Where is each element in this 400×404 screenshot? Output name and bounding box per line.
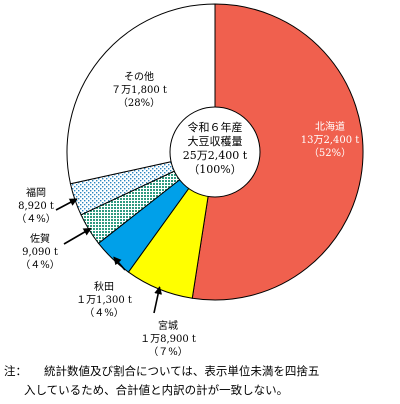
slice-label-2-line-2: （４%） (84, 307, 124, 319)
footnote-text-1: 統計数値及び割合については、表示単位未満を四捨五 (44, 364, 320, 378)
slice-label-4-line-1: 8,920 t (18, 201, 54, 212)
slice-label-1-line-1: １万8,900 t (140, 334, 196, 345)
slice-labels: 北海道 13万2,400 t（52%） 宮城 １万8,900 t（７%） 秋田 １万1,3… (16, 70, 359, 358)
center-label-line-1: 大豆収穫量 (188, 134, 243, 148)
slice-label-0-line-0: 北海道 (315, 120, 345, 133)
footnote-head: 注： (4, 364, 27, 378)
slice-label-5-line-0: その他 (124, 70, 154, 83)
slice-label-0-line-2: （52%） (309, 147, 351, 159)
center-label-line-3: （100%） (188, 163, 241, 176)
footnote-line-1: 注： 統計数値及び割合については、表示単位未満を四捨五 (4, 362, 398, 381)
slice-label-3-line-0: 佐賀 (30, 233, 50, 245)
slice-label-0-line-1: 13万2,400 t (301, 135, 360, 146)
slice-label-5-line-1: ７万1,800 t (111, 85, 167, 96)
center-label-line-0: 令和６年産 (188, 120, 243, 134)
slice-label-3-line-2: （４%） (20, 259, 60, 271)
slice-label-4-line-2: （４%） (16, 213, 56, 225)
label-arrow-4 (55, 198, 78, 211)
slice-label-1-line-0: 宮城 (158, 319, 178, 332)
footnote-line-2: 入しているため、合計値と内訳の計が一致しない。 (24, 383, 289, 397)
slice-label-2-line-0: 秋田 (94, 280, 114, 293)
pie-slice-0 (191, 3, 364, 301)
slice-label-2-line-1: １万1,300 t (76, 295, 132, 306)
slice-label-4-line-0: 福岡 (26, 186, 46, 199)
label-arrow-1 (153, 286, 163, 314)
slice-label-3-line-1: 9,090 t (22, 247, 58, 258)
label-arrow-3 (63, 227, 92, 245)
label-arrows (55, 198, 163, 314)
footnote: 注： 統計数値及び割合については、表示単位未満を四捨五 入しているため、合計値と内… (4, 362, 398, 400)
label-arrow-2 (113, 256, 126, 271)
donut-hole (169, 106, 261, 198)
center-label-line-2: 25万2,400 t (183, 149, 248, 162)
slice-label-1-line-2: （７%） (148, 346, 188, 358)
slice-label-5-line-2: （28%） (118, 97, 160, 109)
